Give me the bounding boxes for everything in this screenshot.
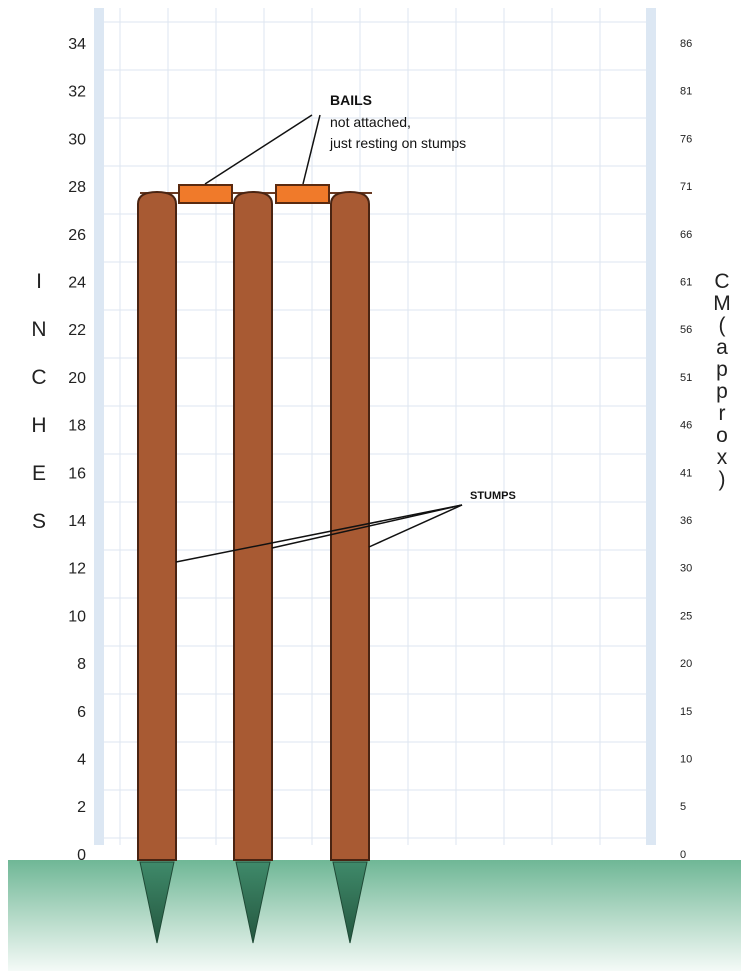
right-axis-tick-label: 10: [680, 754, 692, 766]
left-axis-tick-label: 16: [68, 465, 86, 482]
left-axis-title-letter: H: [31, 414, 46, 437]
left-axis-title: I N C H E S: [31, 270, 46, 533]
ground: [8, 860, 741, 971]
stump-middle: [233, 190, 273, 944]
right-axis-title-letter: a: [716, 336, 728, 359]
left-axis-tick-label: 4: [77, 752, 86, 769]
right-axis-title-letter: p: [716, 380, 728, 403]
left-axis-title-letter: S: [32, 510, 46, 533]
left-axis-tick-label: 32: [68, 84, 86, 101]
left-axis-tick-label: 10: [68, 608, 86, 625]
right-axis-title-letter: r: [719, 402, 726, 425]
right-axis-tick-label: 71: [680, 181, 692, 193]
bails-leader-line-left: [204, 114, 313, 185]
right-axis-tick-label: 66: [680, 229, 692, 241]
right-axis-tick-label: 81: [680, 86, 692, 98]
left-axis-tick-label: 0: [77, 847, 86, 864]
left-axis-tick-label: 6: [77, 704, 86, 721]
stumps-leader-line-right: [368, 504, 463, 548]
right-axis-tick-label: 30: [680, 563, 692, 575]
right-axis-tick-label: 76: [680, 133, 692, 145]
left-axis-tick-label: 26: [68, 227, 86, 244]
right-axis-title-letter: x: [717, 446, 728, 469]
stumps-leader-line-middle: [271, 504, 463, 549]
right-axis-tick-label: 36: [680, 515, 692, 527]
right-axis-tick-label: 0: [680, 849, 686, 861]
left-axis-title-letter: E: [32, 462, 46, 485]
right-axis-tick-label: 61: [680, 277, 692, 289]
right-axis-rail: [646, 8, 656, 845]
bail-right: [275, 184, 330, 204]
stumps-label: STUMPS: [470, 490, 516, 502]
right-axis-title-letter: o: [716, 424, 728, 447]
stumps-leader-line-left: [175, 504, 463, 563]
right-axis-title-letter: (: [719, 314, 726, 337]
right-axis-title-letter: C: [714, 270, 729, 293]
left-axis-tick-label: 24: [68, 275, 86, 292]
left-axis-title-letter: C: [31, 366, 46, 389]
right-axis-tick-label: 5: [680, 801, 686, 813]
right-axis-tick-label: 51: [680, 372, 692, 384]
left-axis-tick-label: 28: [68, 179, 86, 196]
right-axis-title-letter: ): [719, 468, 726, 491]
right-axis-tick-label: 46: [680, 420, 692, 432]
right-axis-tick-label: 41: [680, 467, 692, 479]
bail-left: [178, 184, 233, 204]
background-grid: [104, 8, 646, 845]
left-axis-tick-label: 12: [68, 561, 86, 578]
right-axis-tick-label: 25: [680, 610, 692, 622]
right-axis-title-letter: p: [716, 358, 728, 381]
left-axis-rail: [94, 8, 104, 845]
right-axis-tick-label: 15: [680, 706, 692, 718]
left-axis-tick-label: 2: [77, 799, 86, 816]
left-axis-tick-label: 18: [68, 418, 86, 435]
left-axis-tick-label: 14: [68, 513, 86, 530]
bails-note-line1: not attached,: [330, 114, 411, 130]
left-axis-tick-label: 22: [68, 322, 86, 339]
left-axis-tick-label: 8: [77, 656, 86, 673]
right-axis-tick-label: 56: [680, 324, 692, 336]
right-axis-tick-label: 86: [680, 38, 692, 50]
right-axis-ticks: 86 81 76 71 66 61 56 51 46 41 36 30 25 20 15 10 5 0: [680, 38, 692, 861]
left-axis-tick-label: 30: [68, 131, 86, 148]
left-axis-title-letter: I: [36, 270, 42, 293]
stump-right: [330, 190, 370, 944]
bails-leader-line-right: [302, 114, 321, 185]
stump-left: [137, 190, 177, 944]
right-axis-title-letter: M: [713, 292, 731, 315]
left-axis-tick-label: 34: [68, 36, 86, 53]
left-axis-tick-label: 20: [68, 370, 86, 387]
left-axis-title-letter: N: [31, 318, 46, 341]
right-axis-tick-label: 20: [680, 658, 692, 670]
bails-note-line2: just resting on stumps: [329, 135, 466, 151]
bails-title: BAILS: [330, 92, 372, 108]
